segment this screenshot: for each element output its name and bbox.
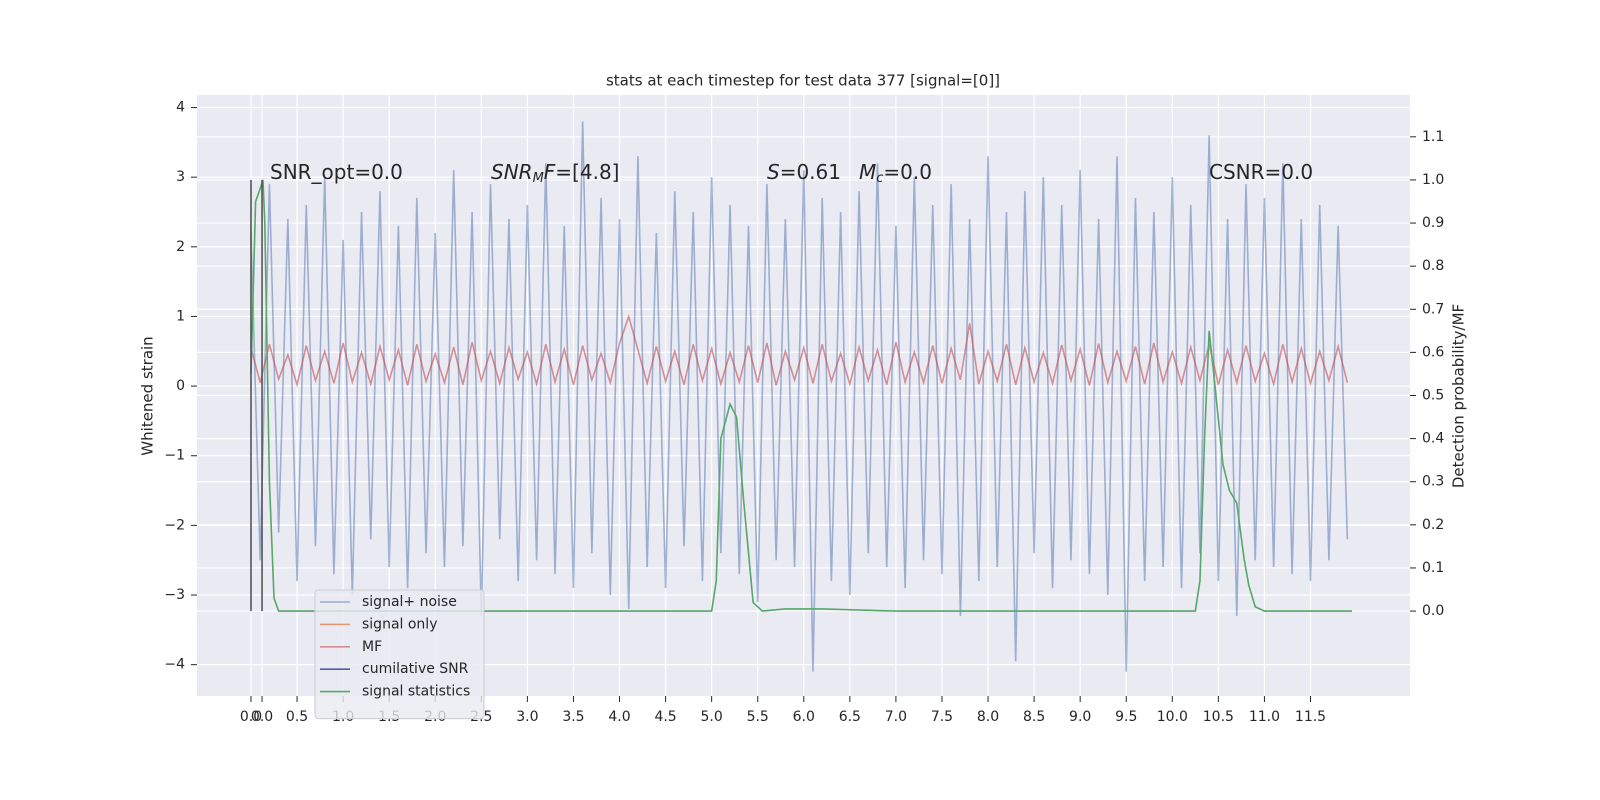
y2-tick-label: 0.9 — [1422, 215, 1444, 231]
series-line — [250, 121, 1349, 672]
legend-label: cumilative SNR — [362, 661, 469, 677]
y-tick-label: −1 — [164, 448, 185, 464]
annotation-rest: =0.61 — [780, 160, 841, 184]
y-tick-label: 0 — [176, 378, 185, 394]
annotation-rest: =0.0 — [883, 160, 932, 184]
y2-tick-label: 0.1 — [1422, 560, 1444, 576]
annotation-subscript: c — [876, 171, 883, 186]
annotation-rest: F=[4.8] — [544, 160, 620, 184]
annotation: Mc=0.0 — [859, 160, 932, 186]
y2-tick-label: 1.0 — [1422, 172, 1444, 188]
legend-label: MF — [362, 639, 382, 655]
annotation: S=0.61 — [767, 160, 841, 184]
y2-tick-label: 0.5 — [1422, 388, 1444, 404]
y2-tick-label: 0.7 — [1422, 301, 1444, 317]
legend-box — [314, 589, 485, 720]
annotation-text: CSNR=0.0 — [1209, 160, 1313, 184]
x-tick-label: 7.5 — [931, 709, 953, 725]
x-tick-label: 11.0 — [1249, 709, 1280, 725]
x-tick-label: 6.0 — [793, 709, 815, 725]
annotation-text: SNR — [491, 160, 533, 184]
y2-tick-label: 0.2 — [1422, 517, 1444, 533]
y2-tick-label: 0.0 — [1422, 603, 1444, 619]
annotation-subscript: M — [533, 171, 544, 186]
y-tick-label: 2 — [176, 239, 185, 255]
x-tick-label: 10.0 — [1157, 709, 1188, 725]
x-tick-label: 3.5 — [562, 709, 584, 725]
x-tick-label: 4.5 — [654, 709, 676, 725]
y2-tick-label: 1.1 — [1422, 129, 1444, 145]
chart-title: stats at each timestep for test data 377… — [606, 72, 1000, 90]
x-tick-label: 0.5 — [286, 709, 308, 725]
legend: signal+ noise signal only MF cumilative SNR… — [314, 589, 485, 720]
x-tick-label: 3.0 — [516, 709, 538, 725]
annotation: CSNR=0.0 — [1209, 160, 1313, 184]
series-line — [250, 313, 1349, 388]
x-tick-label: 4.0 — [608, 709, 630, 725]
x-tick-label: 11.5 — [1295, 709, 1326, 725]
y2-axis-label: Detection probability/MF — [1450, 304, 1468, 488]
x-tick-label: 0.0 — [240, 709, 262, 725]
x-tick-label: 9.0 — [1069, 709, 1091, 725]
x-tick-label: 6.5 — [839, 709, 861, 725]
x-tick-label: 7.0 — [885, 709, 907, 725]
axes: 0.00.00.51.01.52.02.53.03.54.04.55.05.56… — [164, 100, 1444, 725]
legend-label: signal statistics — [362, 684, 470, 700]
y-tick-label: 4 — [176, 100, 185, 116]
annotation: SNR_opt=0.0 — [270, 160, 403, 184]
x-tick-label: 8.0 — [977, 709, 999, 725]
annotation-text: S — [767, 160, 780, 184]
y-axis-label: Whitened strain — [139, 336, 157, 455]
annotation-rest-plain: =[4.8] — [555, 160, 619, 184]
x-tick-label: 10.5 — [1203, 709, 1234, 725]
x-tick-label: 5.5 — [747, 709, 769, 725]
y2-tick-label: 0.8 — [1422, 258, 1444, 274]
annotation-text: M — [859, 160, 876, 184]
series-line — [250, 179, 1352, 612]
x-tick-label: 5.0 — [701, 709, 723, 725]
y2-tick-label: 0.4 — [1422, 431, 1444, 447]
x-tick-label: 9.5 — [1115, 709, 1137, 725]
y-tick-label: −3 — [164, 587, 185, 603]
y-tick-label: 1 — [176, 308, 185, 324]
annotation: SNRMF=[4.8] — [491, 160, 619, 186]
x-tick-label: 8.5 — [1023, 709, 1045, 725]
y2-tick-label: 0.6 — [1422, 344, 1444, 360]
annotation-text: SNR_opt=0.0 — [270, 160, 403, 184]
plot-lines — [250, 121, 1352, 672]
legend-label: signal+ noise — [362, 594, 457, 610]
annotation-rest-italic: F — [544, 160, 556, 184]
y2-tick-label: 0.3 — [1422, 474, 1444, 490]
y-tick-label: −4 — [164, 657, 185, 673]
legend-label: signal only — [362, 616, 437, 632]
x-tick-label: 0.0 — [251, 709, 273, 725]
y-tick-label: −2 — [164, 517, 185, 533]
y-tick-label: 3 — [176, 169, 185, 185]
